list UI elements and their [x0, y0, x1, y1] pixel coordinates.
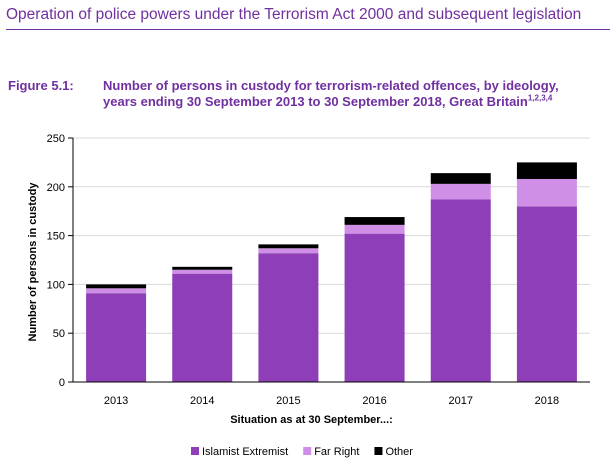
bar-2014-other — [172, 266, 233, 270]
bars — [86, 162, 577, 382]
header-divider — [6, 29, 610, 30]
legend-label-far-right: Far Right — [314, 446, 359, 458]
bar-2013-far-right — [86, 288, 147, 294]
y-tick-label-0: 0 — [59, 377, 65, 389]
bar-2014-islamist-extremist — [172, 273, 233, 382]
legend: Islamist Extremist Far Right Other — [191, 446, 413, 458]
y-tick-label-150: 150 — [47, 231, 65, 243]
bar-2015-far-right — [258, 248, 319, 254]
figure-label: Figure 5.1: — [8, 78, 74, 93]
bar-2013-other — [86, 284, 147, 289]
y-axis-title: Number of persons in custody — [27, 182, 39, 342]
bar-2015-other — [258, 244, 319, 249]
legend-swatch-other — [374, 447, 383, 455]
x-tick-label-2014: 2014 — [190, 395, 214, 407]
bar-2017-other — [430, 173, 491, 184]
y-tick-label-100: 100 — [47, 279, 65, 291]
figure-title-line2: years ending 30 September 2013 to 30 Sep… — [103, 94, 528, 109]
y-tick-label-50: 50 — [53, 328, 65, 340]
y-tick-label-250: 250 — [47, 133, 65, 145]
bar-2016-islamist-extremist — [344, 233, 405, 382]
legend-swatch-islamist-extremist — [191, 447, 199, 455]
bar-2017-islamist-extremist — [430, 199, 491, 382]
x-tick-label-2018: 2018 — [535, 395, 559, 407]
bar-2015-islamist-extremist — [258, 253, 319, 382]
bar-2016-other — [344, 217, 405, 225]
bar-2018-islamist-extremist — [516, 206, 577, 382]
figure-title: Number of persons in custody for terrori… — [103, 78, 603, 110]
bar-2017-far-right — [430, 183, 491, 200]
bar-2018-far-right — [516, 178, 577, 207]
x-tick-label-2016: 2016 — [362, 395, 386, 407]
bar-2013-islamist-extremist — [86, 293, 147, 382]
x-tick-label-2015: 2015 — [276, 395, 300, 407]
bar-2018-other — [516, 162, 577, 179]
axes: 0 50 100 150 200 250 2013 2014 2015 2016 2017 2018 — [47, 133, 590, 407]
bar-2014-far-right — [172, 269, 233, 274]
legend-label-other: Other — [385, 446, 413, 458]
x-tick-label-2013: 2013 — [104, 395, 128, 407]
bar-2016-far-right — [344, 224, 405, 234]
figure-footnote-refs: 1,2,3,4 — [527, 93, 553, 103]
x-tick-label-2017: 2017 — [449, 395, 473, 407]
x-axis-title: Situation as at 30 September...: — [230, 414, 393, 426]
legend-swatch-far-right — [303, 447, 312, 455]
document-header-title: Operation of police powers under the Ter… — [6, 6, 582, 23]
legend-label-islamist-extremist: Islamist Extremist — [202, 446, 288, 458]
figure-title-line1: Number of persons in custody for terrori… — [103, 78, 559, 93]
gridlines — [73, 137, 590, 334]
y-tick-label-200: 200 — [47, 182, 65, 194]
